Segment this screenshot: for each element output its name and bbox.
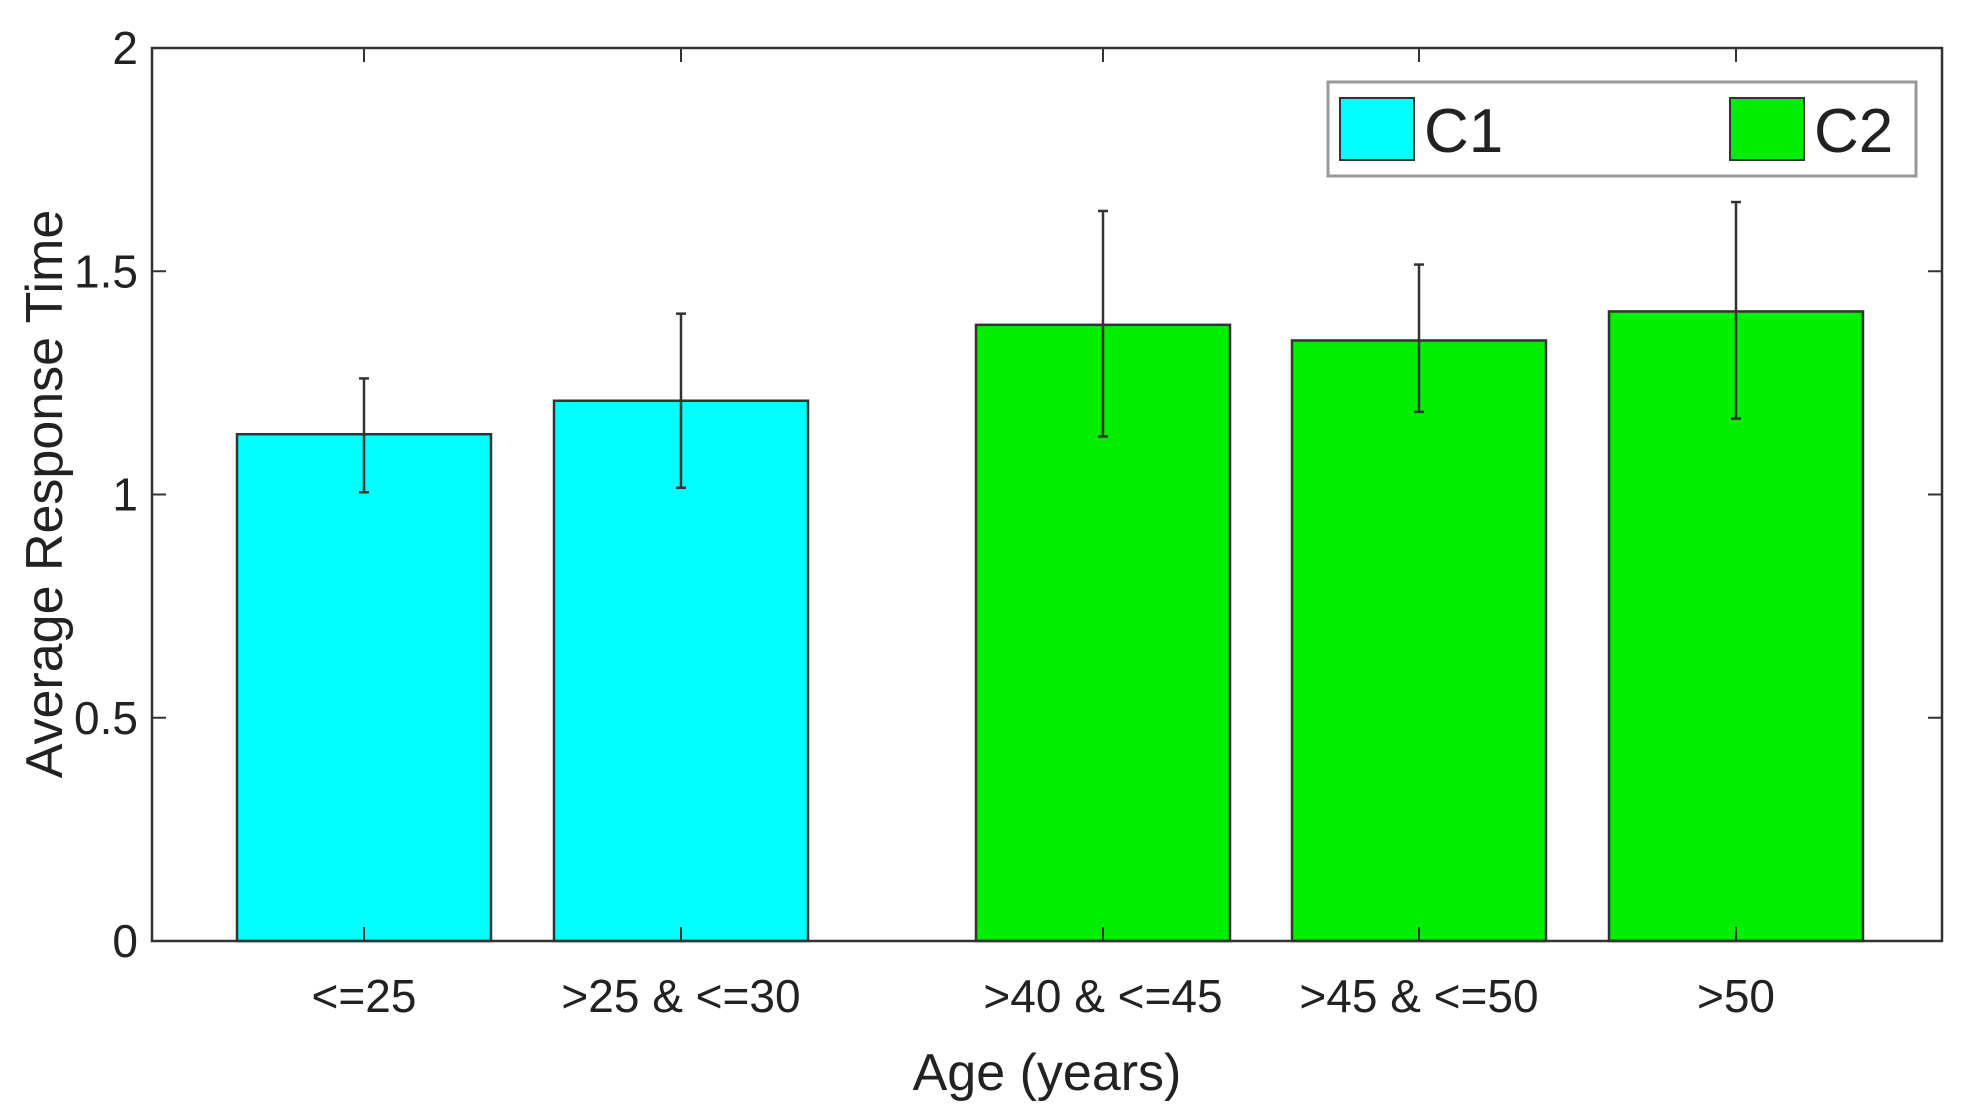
y-tick-label-2: 0.5	[74, 692, 138, 744]
legend-box	[1326, 80, 1918, 178]
y-tick-labels: 0 0.5 1 1.5 2	[74, 22, 138, 967]
legend-swatch-c2	[1729, 97, 1805, 161]
bar-2	[552, 399, 810, 943]
bar-4	[1290, 339, 1548, 943]
x-tick-label-5: >50	[1697, 970, 1775, 1022]
error-bars-layer	[359, 200, 1741, 494]
y-tick-label-5: 2	[112, 22, 138, 74]
bars-layer	[235, 310, 1865, 943]
x-axis-label: Age (years)	[913, 1044, 1182, 1102]
y-tick-label-4: 1.5	[74, 245, 138, 297]
bar-1	[235, 432, 493, 943]
x-tick-label-4: >45 & <=50	[1299, 970, 1538, 1022]
x-tick-labels: <=25 >25 & <=30 >40 & <=45 >45 & <=50 >50	[312, 970, 1775, 1022]
x-tick-label-2: >25 & <=30	[561, 970, 800, 1022]
x-tick-label-3: >40 & <=45	[983, 970, 1222, 1022]
y-tick-label-1: 0	[112, 915, 138, 967]
y-axis-label: Average Response Time	[16, 210, 74, 778]
y-tick-label-3: 1	[112, 469, 138, 521]
legend-label-c1: C1	[1424, 97, 1503, 166]
legend: C1 C2	[1326, 80, 1918, 178]
x-tick-label-1: <=25	[312, 970, 417, 1022]
legend-label-c2: C2	[1814, 97, 1893, 166]
ticks-layer	[152, 47, 1942, 942]
legend-swatch-c1	[1339, 97, 1415, 161]
